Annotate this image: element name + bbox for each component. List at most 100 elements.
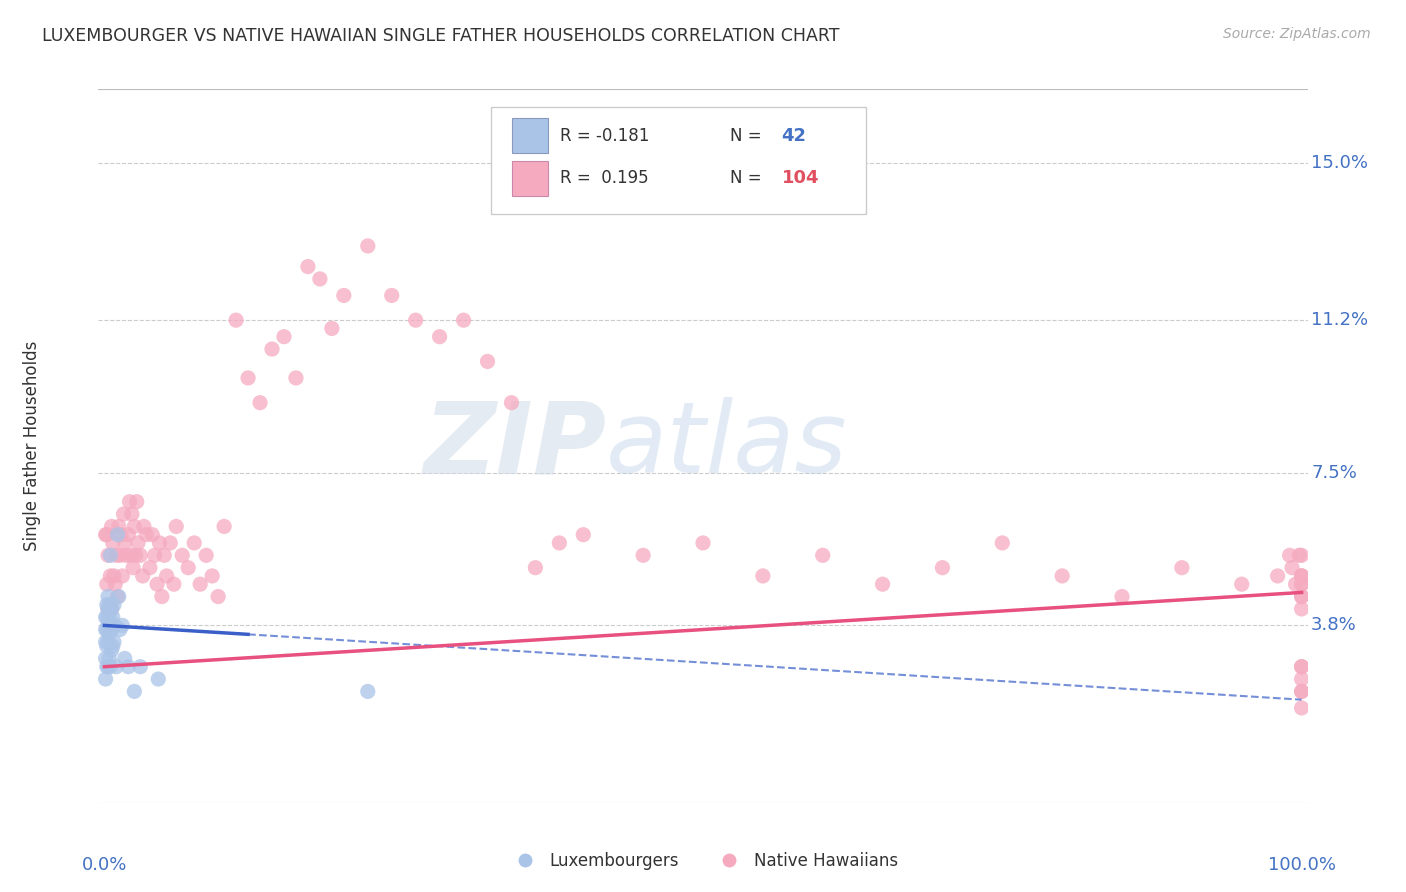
Point — [111, 618, 134, 632]
Point — [429, 329, 451, 343]
Point — [1267, 569, 1289, 583]
Point — [1291, 549, 1313, 563]
Point — [100, 602, 122, 616]
Point — [143, 549, 166, 563]
Point — [100, 519, 122, 533]
Point — [97, 549, 120, 563]
Point — [103, 635, 125, 649]
Point — [129, 549, 152, 563]
Text: N =: N = — [730, 169, 766, 187]
Point — [357, 239, 380, 253]
Point — [98, 598, 121, 612]
Point — [260, 342, 283, 356]
Point — [1291, 569, 1313, 583]
Point — [201, 569, 224, 583]
Point — [101, 610, 124, 624]
Point — [97, 602, 120, 616]
Point — [105, 659, 128, 673]
Point — [94, 623, 117, 637]
Point — [148, 536, 170, 550]
Point — [98, 610, 121, 624]
Point — [1281, 560, 1303, 574]
Point — [98, 626, 121, 640]
Point — [114, 651, 136, 665]
Point — [153, 549, 176, 563]
Point — [572, 527, 595, 541]
Point — [477, 354, 499, 368]
Legend: Luxembourgers, Native Hawaiians: Luxembourgers, Native Hawaiians — [501, 846, 905, 877]
Point — [100, 618, 122, 632]
Point — [931, 560, 953, 574]
Point — [1291, 590, 1313, 604]
Point — [107, 519, 129, 533]
Point — [146, 577, 169, 591]
Point — [357, 684, 380, 698]
Point — [135, 527, 157, 541]
Point — [1291, 602, 1313, 616]
Text: 11.2%: 11.2% — [1312, 311, 1368, 329]
Point — [96, 639, 118, 653]
Point — [1291, 672, 1313, 686]
Point — [195, 549, 218, 563]
Point — [96, 527, 118, 541]
Text: R =  0.195: R = 0.195 — [561, 169, 650, 187]
Point — [97, 618, 120, 632]
Point — [100, 569, 122, 583]
Point — [284, 371, 307, 385]
Point — [100, 618, 122, 632]
Bar — [512, 161, 548, 195]
Point — [212, 519, 235, 533]
Point — [405, 313, 427, 327]
Point — [1288, 549, 1310, 563]
Point — [1230, 577, 1253, 591]
Point — [1291, 577, 1313, 591]
Point — [1171, 560, 1194, 574]
Text: 3.8%: 3.8% — [1312, 616, 1357, 634]
Point — [188, 577, 211, 591]
Point — [118, 494, 141, 508]
Text: 42: 42 — [782, 127, 807, 145]
Point — [991, 536, 1014, 550]
Point — [96, 577, 118, 591]
Text: ZIP: ZIP — [423, 398, 606, 494]
Point — [631, 549, 654, 563]
Point — [752, 569, 775, 583]
Point — [117, 659, 139, 673]
Point — [236, 371, 259, 385]
Point — [127, 536, 149, 550]
Point — [524, 560, 547, 574]
Text: 0.0%: 0.0% — [82, 856, 127, 874]
Point — [1291, 590, 1313, 604]
Point — [107, 527, 129, 541]
Point — [139, 560, 162, 574]
Text: 100.0%: 100.0% — [1268, 856, 1336, 874]
Point — [97, 635, 120, 649]
Point — [381, 288, 404, 302]
Point — [94, 635, 117, 649]
Text: Single Father Households: Single Father Households — [22, 341, 41, 551]
Point — [1291, 684, 1313, 698]
Point — [121, 507, 143, 521]
Text: R = -0.181: R = -0.181 — [561, 127, 650, 145]
Point — [96, 623, 118, 637]
Point — [1291, 659, 1313, 673]
Point — [100, 659, 122, 673]
Point — [96, 598, 118, 612]
Point — [1291, 684, 1313, 698]
Point — [94, 672, 117, 686]
Point — [98, 651, 121, 665]
Point — [108, 549, 131, 563]
Point — [548, 536, 571, 550]
Point — [165, 519, 187, 533]
Point — [100, 643, 122, 657]
Point — [97, 590, 120, 604]
Point — [249, 395, 271, 409]
Point — [321, 321, 343, 335]
Point — [1291, 659, 1313, 673]
Point — [172, 549, 194, 563]
Point — [225, 313, 247, 327]
Point — [207, 590, 229, 604]
Point — [273, 329, 295, 343]
Point — [1291, 569, 1313, 583]
Point — [103, 569, 125, 583]
